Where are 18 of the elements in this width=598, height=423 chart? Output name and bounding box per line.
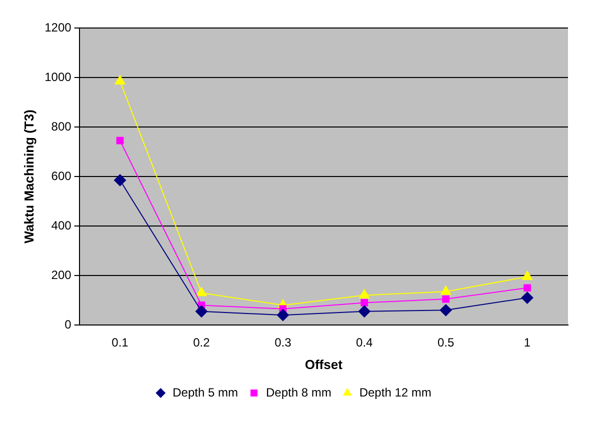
y-axis-title: Waktu Machining (T3) xyxy=(21,110,36,244)
y-tick-label: 200 xyxy=(51,268,72,282)
x-tick-label: 0.1 xyxy=(112,336,129,350)
x-axis-title: Offset xyxy=(304,356,344,372)
y-tick-label: 600 xyxy=(51,168,72,183)
x-tick-label: 0.4 xyxy=(356,336,374,350)
x-tick-label: 0.5 xyxy=(437,336,454,350)
y-tick-label: 400 xyxy=(51,218,72,232)
y-tick-label: 0 xyxy=(64,317,72,332)
y-tick-label: 1200 xyxy=(44,20,72,34)
y-tick-label: 800 xyxy=(51,119,72,134)
legend-label: Depth 12 mm xyxy=(359,385,432,400)
legend-label: Depth 5 mm xyxy=(172,385,238,400)
x-tick-label: 1 xyxy=(524,336,531,350)
legend-label: Depth 8 mm xyxy=(266,385,332,400)
x-tick-label: 0.3 xyxy=(274,336,292,350)
y-tick-label: 1000 xyxy=(44,70,72,84)
x-tick-label: 0.2 xyxy=(193,336,210,350)
